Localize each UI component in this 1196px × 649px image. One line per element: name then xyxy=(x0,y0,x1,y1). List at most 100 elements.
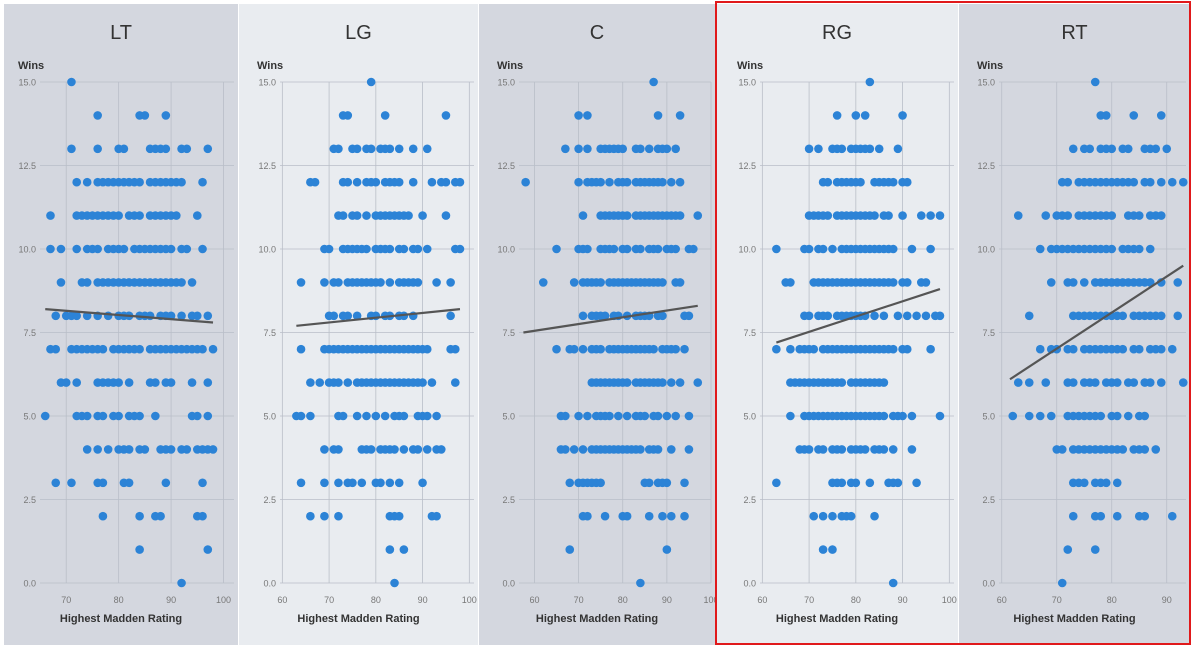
y-tick-label: 0.0 xyxy=(982,579,995,589)
y-tick-label: 15.0 xyxy=(977,78,995,88)
data-point xyxy=(422,244,432,254)
data-point xyxy=(203,378,213,387)
trend-line xyxy=(776,288,941,344)
data-point xyxy=(82,177,92,187)
data-point xyxy=(860,111,870,120)
data-point xyxy=(569,445,579,454)
data-point xyxy=(192,411,202,421)
data-point xyxy=(296,278,306,287)
data-point xyxy=(1063,177,1073,187)
data-point xyxy=(1156,211,1166,220)
data-point xyxy=(422,445,432,454)
data-point xyxy=(1046,411,1056,421)
data-point xyxy=(888,344,898,354)
data-point xyxy=(1156,311,1166,321)
data-point xyxy=(804,445,814,454)
data-point xyxy=(622,411,632,421)
x-axis-label: Highest Madden Rating xyxy=(1013,613,1136,625)
data-point xyxy=(614,411,623,421)
data-point xyxy=(1024,411,1034,421)
data-point xyxy=(1013,211,1023,220)
data-point xyxy=(119,144,129,154)
data-point xyxy=(865,478,875,488)
data-point xyxy=(352,311,362,321)
data-point xyxy=(870,311,879,321)
data-point xyxy=(371,411,381,421)
data-point xyxy=(390,445,399,454)
trend-line xyxy=(1009,264,1184,381)
data-point xyxy=(814,144,823,154)
data-point xyxy=(208,445,218,454)
data-point xyxy=(203,311,213,321)
data-point xyxy=(1107,244,1117,254)
data-point xyxy=(93,244,102,254)
data-point xyxy=(208,344,218,354)
y-tick-label: 10.0 xyxy=(497,245,515,255)
data-point xyxy=(385,244,395,254)
data-point xyxy=(1156,344,1166,354)
data-point xyxy=(1035,344,1045,354)
data-point xyxy=(385,545,395,554)
data-point xyxy=(898,211,907,220)
data-point xyxy=(380,111,390,120)
data-point xyxy=(455,244,465,254)
data-point xyxy=(921,278,931,287)
data-point xyxy=(658,378,667,387)
data-point xyxy=(600,511,610,521)
data-point xyxy=(418,211,427,220)
data-point xyxy=(828,545,837,554)
data-point xyxy=(1035,244,1045,254)
data-point xyxy=(198,478,207,488)
data-point xyxy=(182,144,192,154)
data-point xyxy=(622,177,632,187)
data-point xyxy=(1107,211,1117,220)
x-tick-label: 70 xyxy=(1052,595,1062,605)
data-point xyxy=(907,411,917,421)
data-point xyxy=(653,244,663,254)
data-point xyxy=(666,445,676,454)
data-point xyxy=(203,144,213,154)
data-point xyxy=(574,111,583,120)
data-point xyxy=(1024,311,1034,321)
data-point xyxy=(926,211,935,220)
data-point xyxy=(583,511,592,521)
data-point xyxy=(583,144,592,154)
data-point xyxy=(352,177,362,187)
data-point xyxy=(653,111,663,120)
data-point xyxy=(865,77,875,87)
data-point xyxy=(371,177,381,187)
data-point xyxy=(51,311,61,321)
data-point xyxy=(334,445,343,454)
data-point xyxy=(1079,278,1089,287)
data-point xyxy=(574,411,583,421)
data-point xyxy=(879,445,889,454)
y-tick-label: 0.0 xyxy=(502,579,515,589)
data-point xyxy=(1107,144,1117,154)
data-point xyxy=(680,478,689,488)
data-point xyxy=(1112,378,1122,387)
data-point xyxy=(1057,578,1067,588)
data-point xyxy=(809,511,819,521)
data-point xyxy=(103,445,113,454)
data-point xyxy=(893,311,903,321)
data-point xyxy=(649,77,658,87)
data-point xyxy=(320,511,329,521)
data-point xyxy=(538,278,548,287)
data-point xyxy=(1118,311,1128,321)
data-point xyxy=(432,511,441,521)
data-point xyxy=(837,445,847,454)
data-point xyxy=(203,411,213,421)
data-point xyxy=(385,144,395,154)
data-point xyxy=(675,378,685,387)
data-point xyxy=(366,445,376,454)
data-point xyxy=(865,144,875,154)
panel-lg: LG Wins 0.0 2.5 5.0 7.5 10.0 12.5 15.0 60 70 80 90… xyxy=(239,4,478,645)
data-point xyxy=(772,344,781,354)
data-point xyxy=(662,545,672,554)
data-point xyxy=(561,411,570,421)
data-point xyxy=(422,411,432,421)
data-point xyxy=(161,144,171,154)
panel-c: C Wins 0.0 2.5 5.0 7.5 10.0 12.5 15.0 60 70 80 90 1… xyxy=(479,4,719,645)
data-point xyxy=(870,211,879,220)
panel-title: RG xyxy=(822,22,852,44)
